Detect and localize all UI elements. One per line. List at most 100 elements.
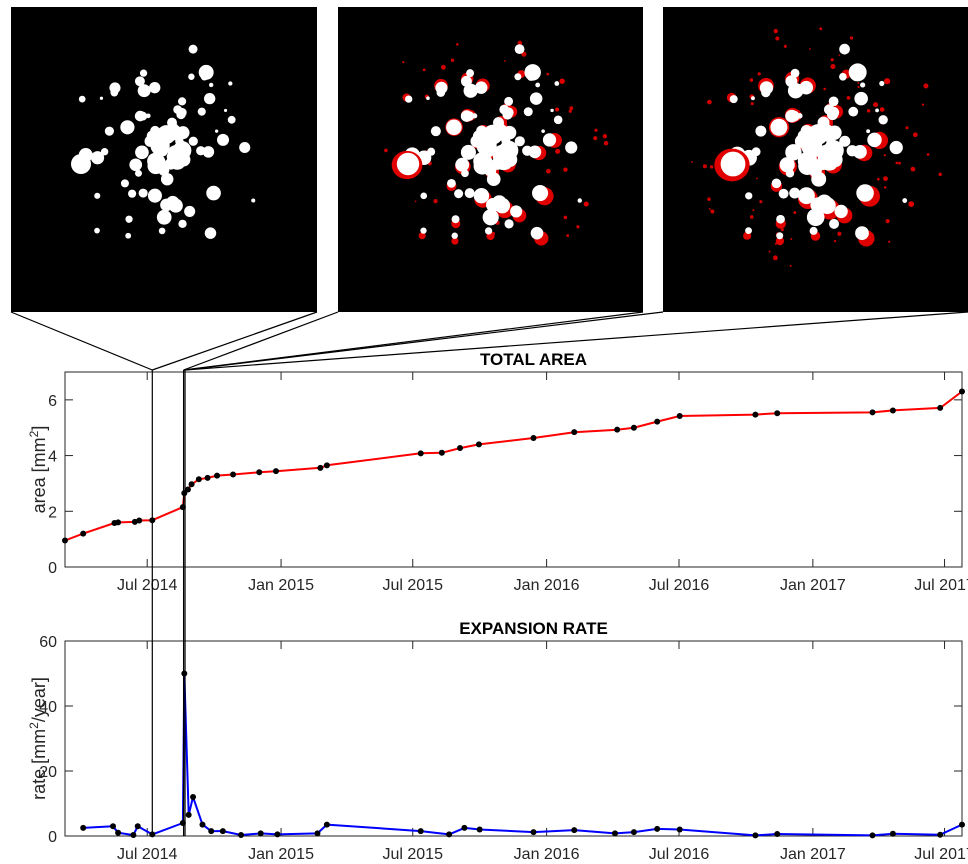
lesion-spot — [158, 227, 166, 235]
area-data-point — [136, 517, 143, 524]
rate-data-point — [889, 830, 896, 837]
area-ytick-label: 0 — [48, 560, 57, 577]
lesion-spot — [460, 75, 472, 87]
rate-data-point — [134, 823, 141, 830]
area-data-point — [214, 472, 221, 479]
rate-data-point — [80, 824, 87, 831]
growth-speck — [750, 102, 754, 106]
growth-speck — [491, 231, 495, 236]
snapshot-image-1 — [11, 7, 317, 312]
lesion-spot — [135, 145, 149, 160]
area-data-point — [571, 429, 578, 436]
lesion-spot — [206, 185, 221, 201]
growth-spot — [451, 237, 459, 245]
growth-speck — [775, 36, 780, 41]
lesion-spot — [779, 157, 795, 173]
lesion-spot — [745, 227, 752, 235]
lesion-spot — [524, 64, 541, 81]
rate-data-point — [257, 830, 264, 837]
lesion-spot — [426, 96, 430, 100]
lesion-spot — [420, 192, 428, 200]
area-data-point — [676, 413, 683, 420]
lesion-spot — [510, 205, 523, 218]
area-data-point — [317, 464, 324, 471]
area-data-point — [457, 445, 464, 452]
growth-speck — [793, 211, 797, 215]
lesion-spot — [178, 97, 187, 106]
lesion-spot — [455, 157, 470, 172]
lesion-spot — [855, 226, 869, 241]
growth-speck — [780, 228, 784, 232]
lesion-spot — [866, 129, 871, 134]
growth-speck — [752, 209, 755, 212]
lesion-spot — [878, 115, 888, 125]
growth-speck — [546, 168, 551, 174]
snapshot-image-2 — [338, 7, 643, 312]
rate-data-point — [238, 832, 245, 839]
lesion-spot — [829, 218, 840, 229]
lesion-spot — [214, 129, 219, 133]
growth-speck — [875, 188, 878, 191]
growth-spot — [884, 78, 891, 85]
growth-speck — [441, 64, 446, 70]
lesion-spot — [463, 83, 478, 98]
lesion-spot — [770, 118, 788, 136]
lesion-spot — [860, 82, 866, 88]
growth-speck — [833, 239, 837, 243]
rate-data-point — [181, 670, 188, 677]
growth-speck — [603, 140, 609, 146]
lesion-spot — [447, 178, 456, 188]
lesion-spot — [542, 133, 557, 147]
lesion-spot — [798, 187, 815, 205]
lesion-spot — [879, 80, 885, 87]
rate-ytick-label: 40 — [39, 699, 57, 716]
lesion-spot — [504, 96, 514, 106]
area-data-point — [179, 504, 186, 511]
rate-data-point — [869, 832, 876, 839]
lesion-spot — [129, 158, 143, 172]
lesion-spot — [120, 120, 135, 135]
growth-speck — [883, 154, 886, 157]
lesion-spot — [720, 151, 746, 177]
rate-series-line — [83, 672, 963, 837]
lesion-spot — [405, 95, 413, 103]
lesion-spot — [120, 179, 129, 188]
area-data-point — [195, 476, 202, 483]
lesion-spot — [134, 76, 145, 87]
lesion-spot — [473, 187, 490, 204]
growth-speck — [593, 136, 598, 141]
rate-xtick-label: Jul 2015 — [382, 846, 443, 863]
snapshot-1-connector-right — [152, 311, 318, 371]
lesion-spot — [78, 95, 86, 103]
lesion-spot — [99, 96, 104, 100]
rate-data-point — [314, 830, 321, 837]
lesion-spot — [856, 184, 874, 202]
lesion-spot — [474, 81, 488, 94]
growth-speck — [926, 153, 930, 156]
growth-speck — [888, 240, 891, 243]
growth-speck — [774, 242, 778, 245]
lesion-spot — [472, 113, 478, 119]
rate-data-point — [530, 829, 537, 836]
lesion-spot — [227, 115, 236, 124]
area-xtick-label: Jul 2014 — [117, 577, 178, 594]
rate-data-point — [115, 829, 122, 836]
lesion-spot — [198, 64, 214, 80]
lesion-spot — [553, 115, 563, 125]
growth-speck — [876, 177, 880, 181]
growth-speck — [866, 109, 871, 113]
growth-speck — [749, 215, 754, 219]
growth-speck — [857, 85, 860, 89]
growth-speck — [422, 68, 426, 72]
lesion-spot — [806, 208, 825, 227]
lesion-spot — [889, 140, 903, 155]
growth-speck — [819, 27, 823, 31]
growth-speck — [546, 72, 550, 76]
rate-data-point — [190, 794, 197, 800]
lesion-spot — [461, 169, 469, 178]
growth-speck — [602, 133, 608, 139]
lesion-spot — [530, 226, 544, 240]
area-axes-box — [64, 371, 963, 568]
lesion-spot — [149, 81, 161, 94]
lesion-spot — [396, 152, 420, 176]
